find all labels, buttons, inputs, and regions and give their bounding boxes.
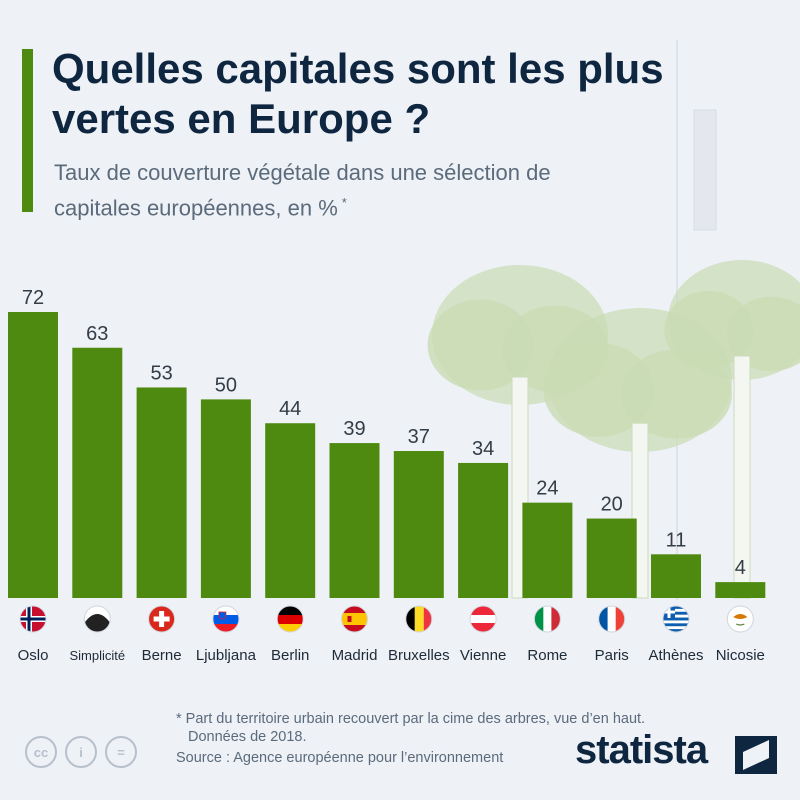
flag-france-icon — [598, 605, 626, 633]
data-label-1: 63 — [86, 323, 108, 345]
statista-logo: statista — [575, 728, 708, 772]
data-label-3: 50 — [215, 374, 237, 396]
chart-subtitle: Taux de couverture végétale dans une sél… — [54, 158, 614, 223]
bar-3 — [200, 399, 251, 598]
flag-italy-icon — [533, 605, 561, 633]
footnote: * Part du territoire urbain recouvert pa… — [176, 710, 645, 746]
bar-1 — [72, 347, 123, 598]
data-label-11: 4 — [735, 557, 746, 579]
category-label-10: Athènes — [648, 647, 703, 664]
flag-germany-icon — [276, 605, 304, 633]
data-label-10: 11 — [666, 529, 687, 551]
category-label-11: Nicosie — [716, 647, 765, 664]
bar-8 — [522, 502, 573, 598]
flag-cyprus-icon — [726, 605, 754, 633]
bar-6 — [393, 451, 444, 598]
source-note: Source : Agence européenne pour l’enviro… — [176, 750, 504, 766]
subtitle-text: Taux de couverture végétale dans une sél… — [54, 160, 551, 221]
flag-switzerland-icon — [148, 605, 176, 633]
tree-decoration — [427, 40, 800, 600]
accent-bar — [22, 49, 33, 212]
category-label-9: Paris — [595, 647, 629, 664]
bar-7 — [458, 462, 509, 598]
data-labels: 72 63 53 50 44 39 37 34 24 20 11 4 — [22, 287, 746, 579]
bar-2 — [136, 387, 187, 598]
category-label-3: Ljubljana — [196, 647, 257, 664]
category-label-7: Vienne — [460, 647, 506, 664]
category-label-5: Madrid — [332, 647, 378, 664]
statista-logo-mark — [735, 736, 777, 774]
category-label-0: Oslo — [18, 647, 49, 664]
subtitle-marker: * — [341, 195, 347, 210]
flag-norway-icon — [19, 605, 47, 633]
bar-4 — [265, 423, 316, 598]
data-label-8: 24 — [536, 478, 558, 500]
bar-5 — [329, 443, 380, 598]
license-icons: cc i = — [25, 736, 137, 768]
flag-greece-icon — [662, 605, 690, 633]
data-label-5: 39 — [343, 418, 365, 440]
category-label-6: Bruxelles — [388, 647, 450, 664]
flags — [19, 605, 754, 633]
category-label-8: Rome — [527, 647, 567, 664]
bar-9 — [586, 518, 637, 598]
flag-simplicite-icon — [83, 605, 111, 633]
category-labels: Oslo Simplicité Berne Ljubljana Berlin Madrid… — [18, 647, 765, 664]
flag-austria-icon — [469, 605, 497, 633]
data-label-2: 53 — [150, 362, 172, 384]
cc-icon: cc — [25, 736, 57, 768]
no-derivatives-icon: = — [105, 736, 137, 768]
bars — [8, 312, 766, 598]
data-label-4: 44 — [279, 398, 301, 420]
footnote-line-2: Données de 2018. — [188, 729, 307, 745]
flag-slovenia-icon — [212, 605, 240, 633]
category-label-1: Simplicité — [69, 648, 125, 663]
data-label-9: 20 — [601, 494, 623, 516]
flag-spain-icon — [341, 605, 368, 633]
category-label-4: Berlin — [271, 647, 309, 664]
flag-belgium-icon — [405, 605, 433, 633]
data-label-0: 72 — [22, 287, 44, 309]
chart-title: Quelles capitales sont les plus vertes e… — [52, 45, 664, 142]
data-label-6: 37 — [408, 426, 430, 448]
bar-11 — [715, 582, 766, 598]
category-label-2: Berne — [142, 647, 182, 664]
bar-10 — [651, 554, 701, 598]
attribution-icon: i — [65, 736, 97, 768]
footnote-line-1: * Part du territoire urbain recouvert pa… — [176, 711, 646, 727]
bar-0 — [8, 312, 58, 598]
data-label-7: 34 — [472, 438, 494, 460]
